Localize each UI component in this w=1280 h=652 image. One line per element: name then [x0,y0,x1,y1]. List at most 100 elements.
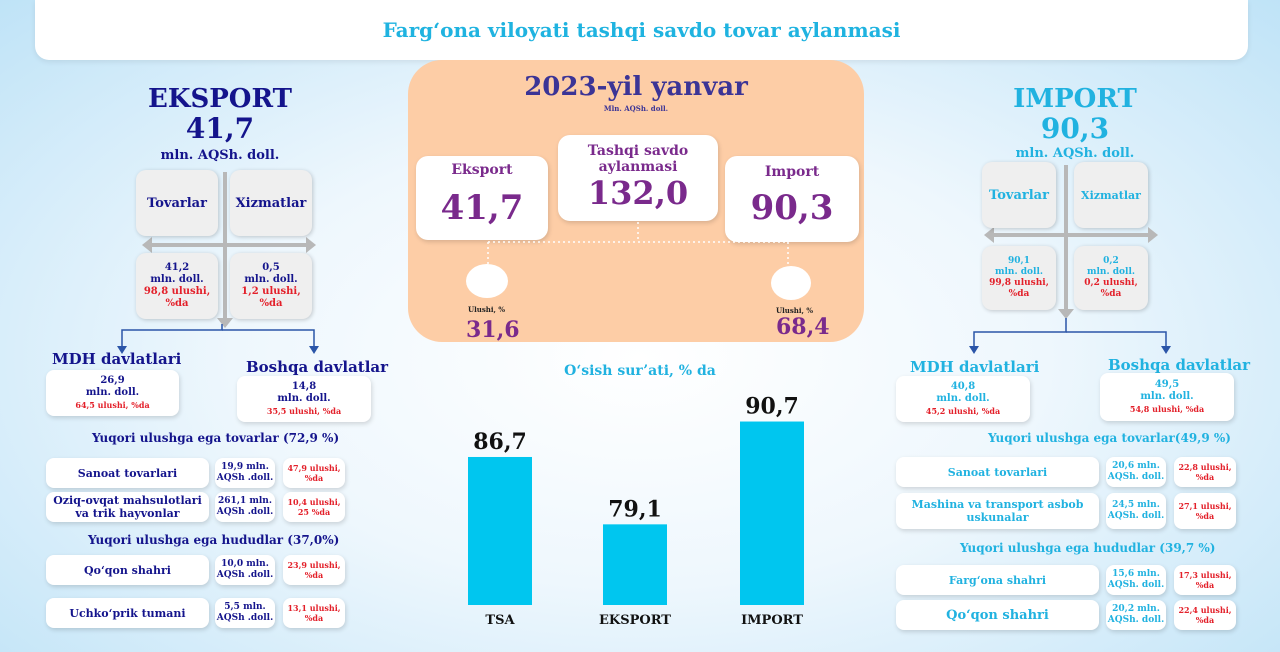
export-top-regions-title: Yuqori ulushga ega hududlar (37,0%) [88,533,340,547]
export-cis-box: 26,9 mln. doll. 64,5 ulushi, %da [46,370,179,416]
export-region-row-2-share-text: 13,1 ulushi, %da [287,603,341,623]
import-cis-value: 40,8 [950,381,976,392]
export-region-row-1-name: Qo‘qon shahri [46,555,209,585]
center-turnover-card [558,135,718,221]
export-region-row-2-share: 13,1 ulushi, %da [283,598,345,628]
import-goods-row-1-share-text: 22,8 ulushi, %da [1178,462,1232,482]
export-cis-label: MDH davlatlari [52,350,182,368]
chart-title: O‘sish sur’ati, % da [564,363,716,379]
import-goods-box: Tovarlar [982,162,1056,228]
export-goods-row-2-share-text: 10,4 ulushi, 25 %da [287,497,341,517]
import-cross-vertical [1064,165,1068,313]
export-goods-row-1-value-text: 19,9 mln. AQSh .doll. [216,462,274,483]
bar-tsa [468,456,532,605]
import-title: IMPORT [1013,84,1137,114]
export-region-row-1-share-text: 23,9 ulushi, %da [287,560,341,580]
import-services-box: Xizmatlar [1074,162,1148,228]
import-region-row-1-value: 15,6 mln. AQSh. doll. [1106,565,1166,595]
export-goods-row-2-value-text: 261,1 mln. AQSh .doll. [216,496,274,517]
export-goods-row-1-name: Sanoat tovarlari [46,458,209,488]
export-goods-row-2-share: 10,4 ulushi, 25 %da [283,492,345,522]
import-other-share: 54,8 ulushi, %da [1129,404,1205,414]
import-region-row-2-share-text: 22,4 ulushi, %da [1178,605,1232,625]
export-goods-box: Tovarlar [136,170,218,236]
bar-value-label-import: 90,7 [745,394,799,420]
export-goods-row-2-value: 261,1 mln. AQSh .doll. [215,492,275,522]
import-goods-value: 90,1 [1008,256,1030,266]
import-services-share: 0,2 ulushi, %da [1084,278,1138,299]
export-goods-row-1-share-text: 47,9 ulushi, %da [287,463,341,483]
share-left-value: 31,6 [466,317,520,343]
export-other-value: 14,8 [291,381,317,392]
export-services-box: Xizmatlar [230,170,312,236]
import-other-unit: mln. doll. [1140,391,1194,402]
export-other-share: 35,5 ulushi, %da [266,406,342,416]
period-unit: Mln. AQSh. doll. [603,104,669,113]
import-region-row-1-value-text: 15,6 mln. AQSh. doll. [1107,569,1165,590]
export-other-box: 14,8 mln. doll. 35,5 ulushi, %da [237,376,371,422]
import-other-box: 49,5 mln. doll. 54,8 ulushi, %da [1100,373,1234,421]
export-goods-unit: mln. doll. [150,274,204,285]
share-right-label: Ulushi, % [776,306,814,315]
export-split-connector [117,324,319,354]
import-goods-share: 99,8 ulushi, %da [989,278,1049,299]
category-label-import: IMPORT [741,613,803,628]
import-region-row-1-share: 17,3 ulushi, %da [1174,565,1236,595]
import-region-row-2-name: Qo‘qon shahri [896,600,1099,630]
center-import-value: 90,3 [750,188,834,228]
import-top-goods-title: Yuqori ulushga ega tovarlar(49,9 %) [988,431,1231,445]
export-cis-share: 64,5 ulushi, %da [75,400,150,410]
center-turnover-label: Tashqi savdo aylanmasi [587,143,689,175]
share-left-label: Ulushi, % [468,305,506,314]
import-goods-row-2-name: Mashina va transport asbob uskunalar [896,493,1099,529]
import-region-row-2-name-text: Qo‘qon shahri [946,607,1049,623]
import-region-row-2-value-text: 20,2 mln. AQSh. doll. [1107,604,1165,625]
export-total-value: 41,7 [185,112,255,145]
export-region-row-1-value-text: 10,0 mln. AQSh .doll. [216,559,274,580]
export-region-row-2-value-text: 5,5 mln. AQSh .doll. [216,602,274,623]
page-title: Farg‘ona viloyati tashqi savdo tovar ayl… [35,0,1248,60]
center-turnover-value: 132,0 [587,174,689,212]
import-services-value: 0,2 [1103,256,1119,266]
export-region-row-1-share: 23,9 ulushi, %da [283,555,345,585]
export-title: EKSPORT [148,84,292,114]
import-goods-row-1-name: Sanoat tovarlari [896,457,1099,487]
import-arrow-down-icon [1058,309,1074,319]
export-services-value: 0,5 [262,262,280,273]
import-total-unit: mln. AQSh. doll. [1015,146,1135,161]
share-left-circle [466,264,508,298]
import-cis-label: MDH davlatlari [910,358,1040,376]
export-goods-row-1-value: 19,9 mln. AQSh .doll. [215,458,275,488]
export-region-row-2-name-text: Uchko‘prik tumani [69,606,186,620]
export-goods-row-2-name: Oziq-ovqat mahsulotlari va trik hayvonla… [46,492,209,522]
center-import-card [725,156,859,242]
import-goods-row-1-value: 20,6 mln. AQSh. doll. [1106,457,1166,487]
import-goods-row-2-value-text: 24,5 mln. AQSh. doll. [1107,500,1165,521]
bar-value-label-eksport: 79,1 [608,496,662,522]
export-goods-label: Tovarlar [147,195,207,211]
export-goods-row-1-share: 47,9 ulushi, %da [283,458,345,488]
import-goods-unit: mln. doll. [994,267,1044,277]
import-region-row-1-name-text: Farg‘ona shahri [948,573,1047,587]
import-cis-box: 40,8 mln. doll. 45,2 ulushi, %da [896,376,1030,422]
export-services-value-box: 0,5 mln. doll. 1,2 ulushi, %da [230,253,312,319]
export-other-unit: mln. doll. [277,393,331,404]
import-services-unit: mln. doll. [1086,267,1136,277]
import-goods-label: Tovarlar [989,187,1049,203]
import-cis-unit: mln. doll. [936,393,990,404]
arrow-left-icon [142,237,152,253]
import-top-regions-title: Yuqori ulushga ega hududlar (39,7 %) [960,541,1216,555]
export-goods-row-2-name-text: Oziq-ovqat mahsulotlari va trik hayvonla… [53,494,202,520]
export-goods-value-box: 41,2 mln. doll. 98,8 ulushi, %da [136,253,218,319]
bar-eksport [603,524,667,605]
import-goods-value-box: 90,1 mln. doll. 99,8 ulushi, %da [982,246,1056,310]
import-services-value-box: 0,2 mln. doll. 0,2 ulushi, %da [1074,246,1148,310]
export-goods-row-1-name-text: Sanoat tovarlari [77,466,178,480]
center-export-label: Eksport [451,162,513,178]
import-other-label: Boshqa davlatlar [1108,356,1251,374]
export-cross-horizontal [148,243,308,247]
import-goods-row-2-share: 27,1 ulushi, %da [1174,493,1236,529]
export-region-row-1-value: 10,0 mln. AQSh .doll. [215,555,275,585]
export-region-row-1-name-text: Qo‘qon shahri [84,563,171,577]
export-other-label: Boshqa davlatlar [246,358,389,376]
